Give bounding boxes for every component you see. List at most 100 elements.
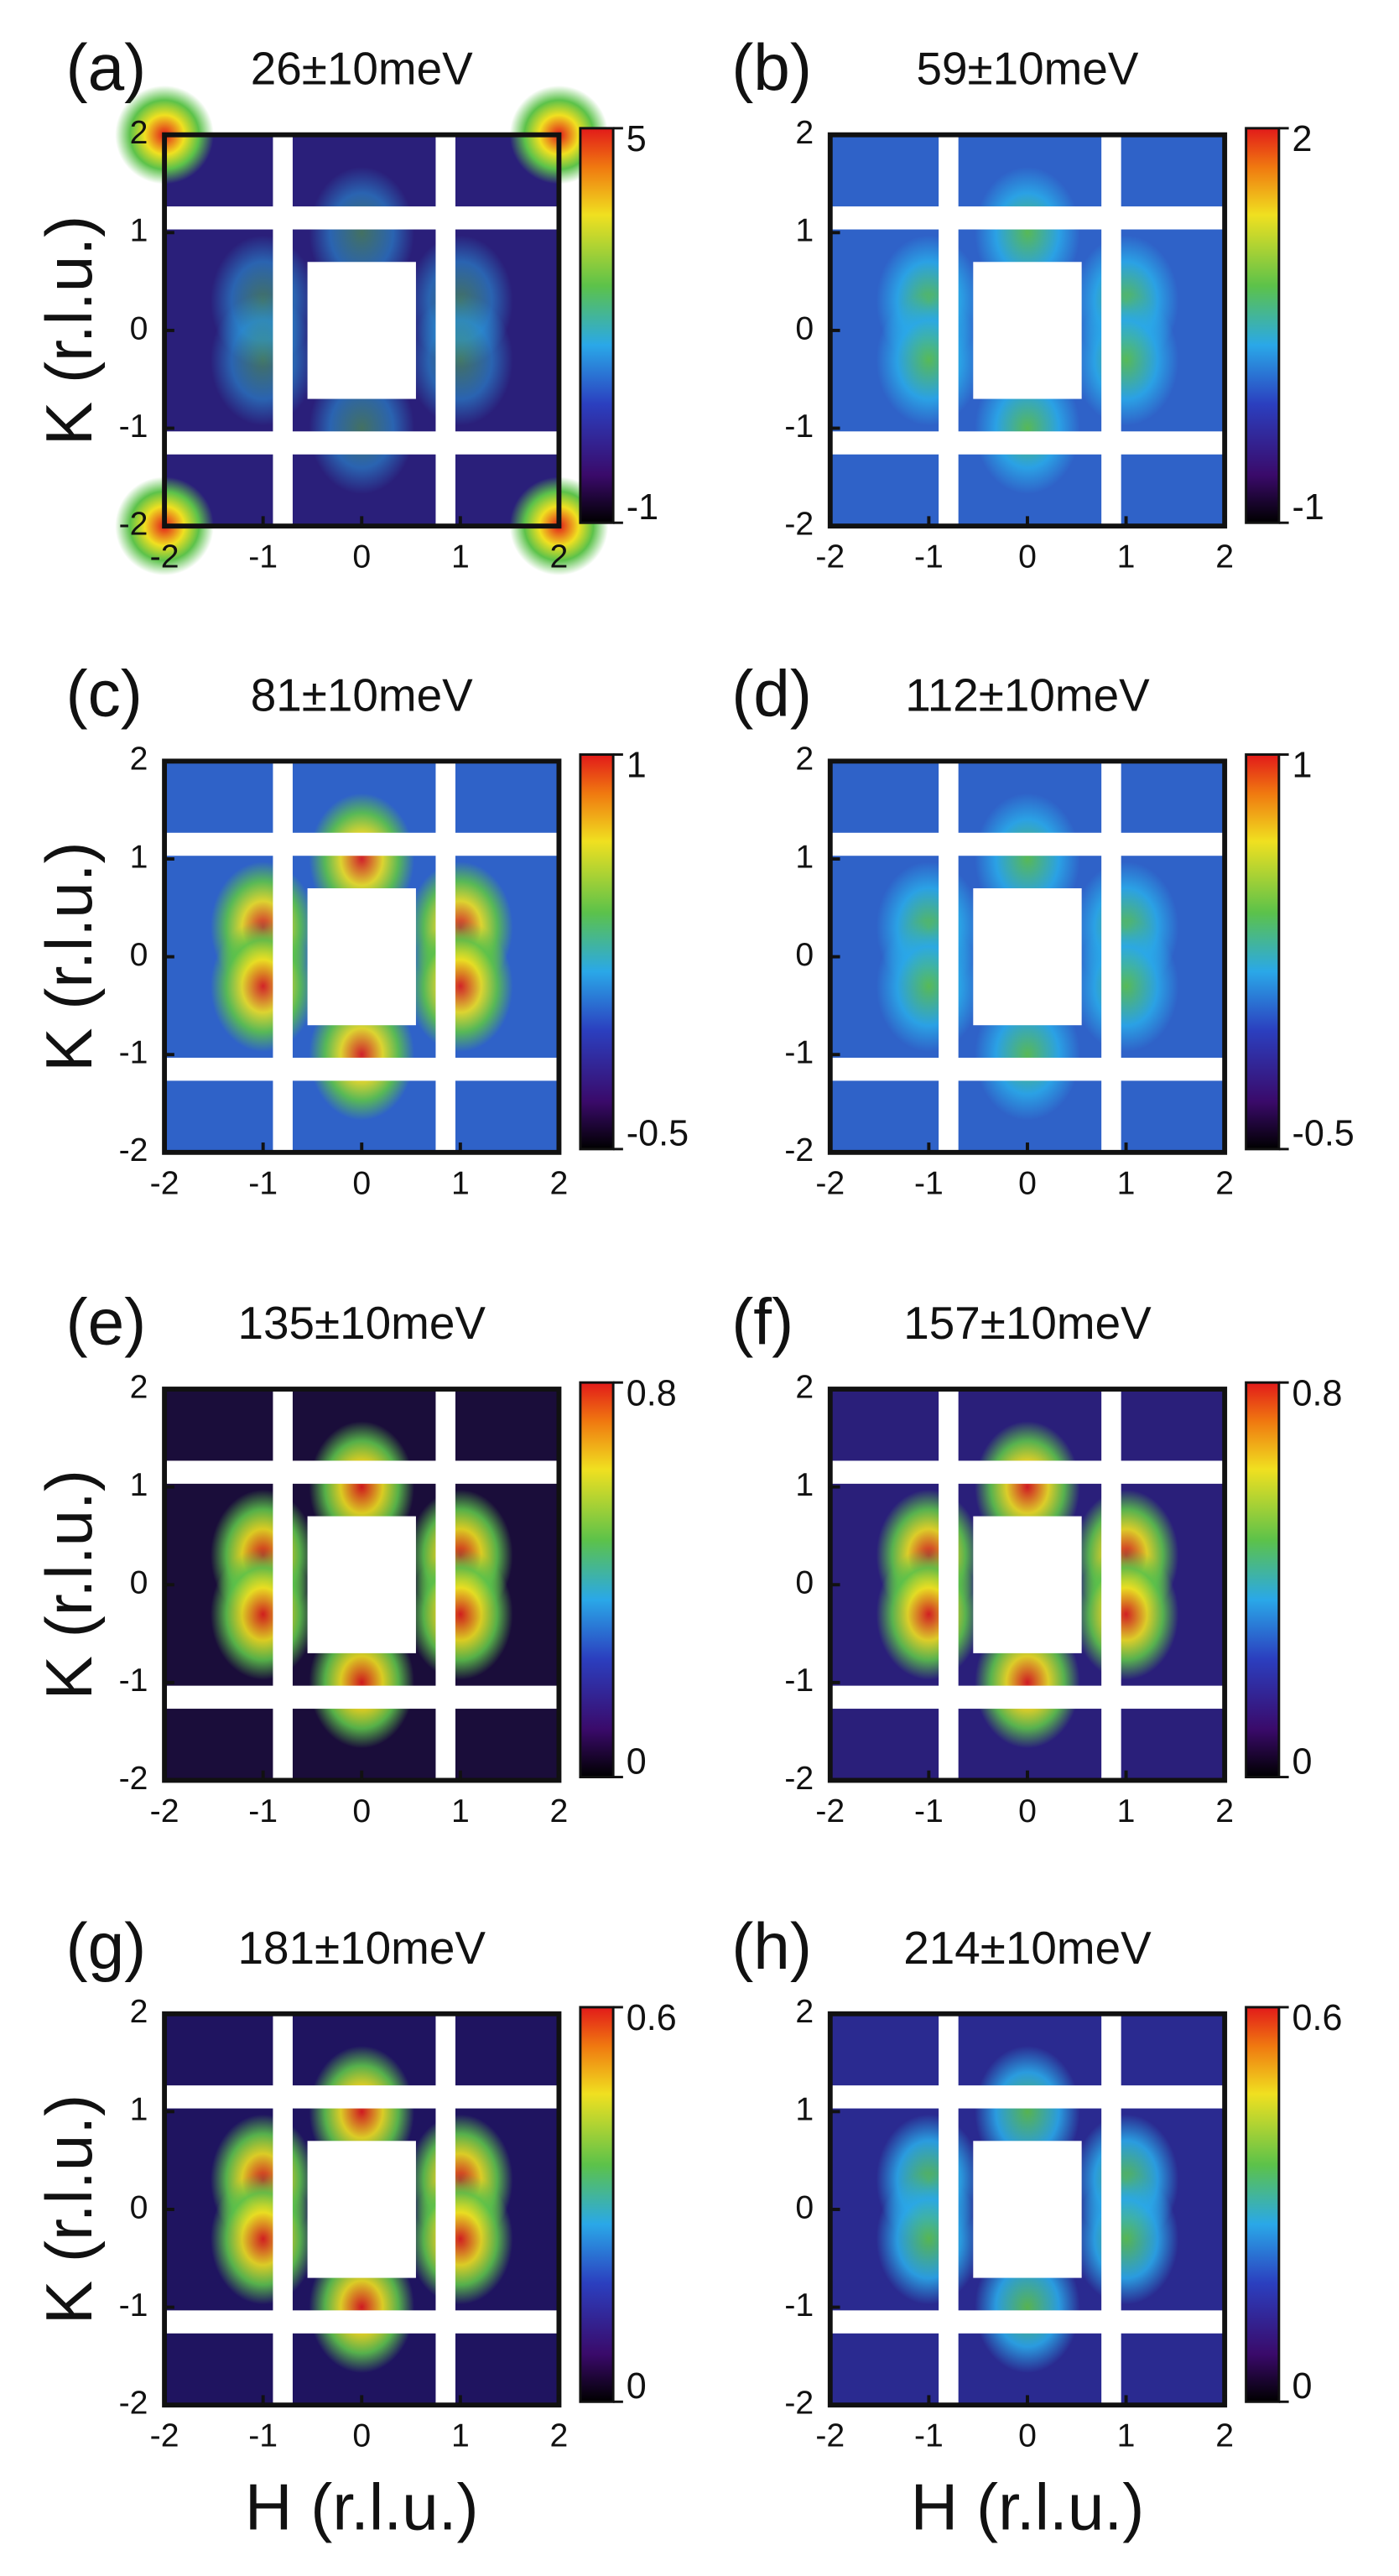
mask-gap (830, 1057, 1225, 1081)
y-tick-label: -2 (119, 506, 148, 542)
x-tick-label: 2 (1215, 2418, 1234, 2454)
mask-gap (939, 2013, 959, 2406)
colorbar-tick-label: 0.6 (1292, 1998, 1343, 2038)
x-tick-label: -1 (248, 2418, 278, 2454)
panel-label: (d) (731, 657, 812, 731)
panel-label: (b) (731, 30, 812, 104)
mask-gap (435, 1389, 455, 1781)
y-tick-label: -1 (119, 1035, 148, 1071)
heatmap-image (830, 1389, 1225, 1781)
x-tick-label: 1 (1117, 2418, 1136, 2454)
y-tick-label: -1 (784, 1035, 814, 1071)
heatmap-image (830, 761, 1225, 1153)
mask-gap (164, 1460, 559, 1484)
mask-gap (830, 1685, 1225, 1710)
colorbar (579, 2006, 615, 2403)
x-tick-label: 2 (1215, 539, 1234, 575)
colorbar (1245, 753, 1281, 1151)
x-tick-label: -1 (914, 1165, 944, 1201)
y-tick-label: -1 (784, 1663, 814, 1699)
mask-gap (939, 134, 959, 527)
x-tick-label: -1 (914, 539, 944, 575)
y-tick-label: -2 (119, 1132, 148, 1168)
intensity-blob (210, 2173, 316, 2305)
mask-gap (164, 2085, 559, 2109)
intensity-blob (408, 1548, 513, 1680)
x-tick-label: -2 (815, 1793, 845, 1829)
y-tick-label: 2 (795, 742, 814, 778)
y-tick-label: 2 (795, 115, 814, 151)
heatmap-image (164, 2013, 559, 2406)
colorbar-tick-label: 0.8 (1292, 1373, 1343, 1413)
x-tick-label: 1 (451, 1165, 470, 1201)
y-axis-label: K (r.l.u.) (32, 216, 106, 445)
mask-gap (273, 761, 293, 1153)
mask-center (307, 2141, 416, 2278)
x-tick-label: -1 (914, 1793, 944, 1829)
intensity-blob (408, 2173, 513, 2305)
y-tick-label: 2 (130, 115, 148, 151)
heatmap-image (830, 134, 1225, 527)
mask-gap (1101, 134, 1121, 527)
y-tick-label: 2 (130, 1369, 148, 1405)
y-axis-label: K (r.l.u.) (32, 1470, 106, 1699)
y-tick-label: 0 (130, 2189, 148, 2225)
colorbar-tick-label: 2 (1292, 119, 1313, 159)
mask-center (307, 1516, 416, 1653)
mask-center (973, 262, 1082, 399)
colorbar-tick-label: -0.5 (627, 1114, 689, 1154)
y-tick-label: -1 (119, 1663, 148, 1699)
panel-label: (f) (731, 1284, 793, 1358)
y-tick-label: 2 (795, 1994, 814, 2030)
intensity-blob (210, 294, 316, 426)
y-tick-label: -2 (119, 1761, 148, 1797)
y-tick-label: 0 (795, 310, 814, 346)
heatmap-image (164, 1389, 559, 1781)
mask-gap (939, 1389, 959, 1781)
mask-gap (164, 1057, 559, 1081)
intensity-blob (408, 294, 513, 426)
mask-gap (1101, 1389, 1121, 1781)
y-tick-label: 0 (130, 937, 148, 973)
colorbar-tick-label: 0 (1292, 1741, 1313, 1782)
mask-gap (1101, 2013, 1121, 2406)
x-tick-label: 0 (352, 1793, 371, 1829)
panel-label: (e) (65, 1284, 146, 1358)
intensity-blob (876, 1548, 982, 1680)
y-tick-label: 0 (795, 1565, 814, 1601)
panel-title: 26±10meV (251, 43, 473, 95)
y-tick-label: 0 (130, 310, 148, 346)
y-tick-label: 1 (130, 1467, 148, 1503)
intensity-blob (1073, 2173, 1179, 2305)
colorbar-tick-label: 0 (1292, 2366, 1313, 2407)
x-tick-label: -2 (150, 1165, 179, 1201)
x-axis-label: H (r.l.u.) (911, 2469, 1145, 2543)
x-tick-label: 0 (1018, 539, 1037, 575)
x-tick-label: -2 (815, 539, 845, 575)
y-tick-label: -1 (784, 2287, 814, 2324)
y-tick-label: -2 (784, 506, 814, 542)
x-tick-label: 0 (352, 2418, 371, 2454)
y-tick-label: -2 (784, 2386, 814, 2422)
mask-center (973, 2141, 1082, 2278)
mask-gap (435, 761, 455, 1153)
colorbar (579, 753, 615, 1151)
y-tick-label: -2 (784, 1761, 814, 1797)
y-axis-label: K (r.l.u.) (32, 2095, 106, 2324)
colorbar (1245, 127, 1281, 524)
y-tick-label: 1 (130, 2092, 148, 2128)
y-tick-label: 0 (795, 2189, 814, 2225)
colorbar-tick-label: 1 (627, 746, 647, 786)
x-tick-label: 0 (352, 539, 371, 575)
colorbar-tick-label: -1 (1292, 487, 1324, 528)
intensity-blob (876, 294, 982, 426)
y-tick-label: -1 (119, 409, 148, 445)
x-tick-label: -2 (150, 539, 179, 575)
mask-gap (435, 134, 455, 527)
x-tick-label: -1 (248, 1793, 278, 1829)
panel-title: 214±10meV (903, 1922, 1152, 1974)
y-tick-label: -1 (784, 409, 814, 445)
x-tick-label: 0 (1018, 1793, 1037, 1829)
